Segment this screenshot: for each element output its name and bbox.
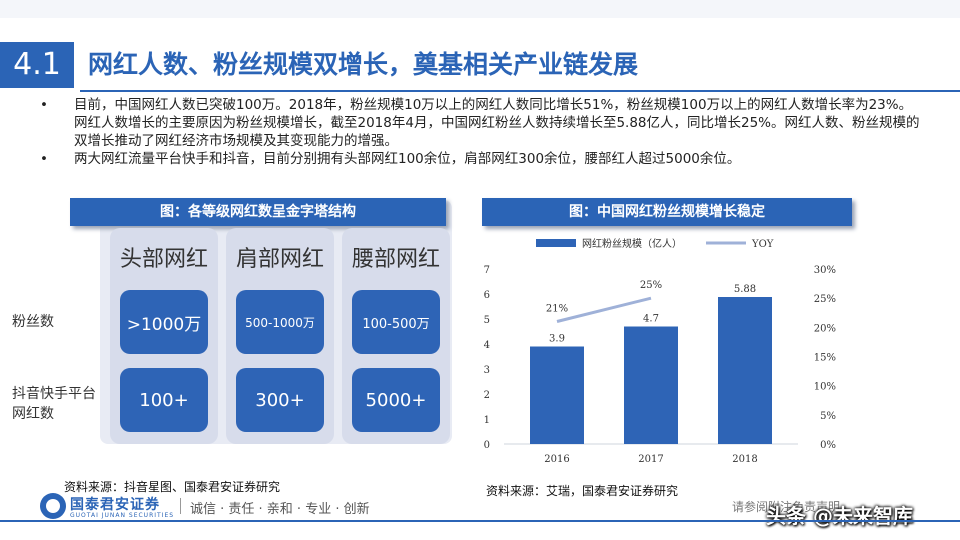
row-label-fans: 粉丝数 [12,314,54,330]
column-header: 腰部网红 [351,247,440,272]
yoy-line [556,296,652,323]
fans-cell: 100-500万 [352,290,440,354]
title-divider [80,90,960,92]
legend-line-label: YOY [751,239,774,250]
company-logo-icon [40,493,66,519]
bar [530,346,584,444]
bar-value-label: 4.7 [643,314,659,325]
pyramid-title: 图：各等级网红数呈金字塔结构 [70,198,446,226]
y2-tick-label: 5% [820,411,836,422]
chart-svg: 网红粉丝规模（亿人） YOY 0 1 2 3 4 5 6 7 0% 5% 10% 15% 20% 25% 30%… [484,237,836,465]
y-tick-label: 7 [484,265,490,276]
top-decoration [0,0,960,18]
count-cell: 5000+ [352,368,440,432]
chart-title: 图：中国网红粉丝规模增长稳定 [482,198,852,226]
bar [624,326,678,444]
bullet-text: 两大网红流量平台快手和抖音，目前分别拥有头部网红100余位，肩部网红300余位，… [74,151,741,167]
bar [718,297,772,444]
y2-tick-label: 10% [814,382,836,393]
slide-title: 网红人数、粉丝规模双增长，奠基相关产业链发展 [88,50,639,79]
footer-divider [0,520,960,522]
bar-value-label: 5.88 [734,284,756,295]
watermark: 头条 @未来智库 [766,504,913,528]
fans-cell: >1000万 [120,290,208,354]
y-tick-label: 3 [484,365,490,376]
bullet-dot: • [40,97,48,113]
chart-source: 资料来源：艾瑞，国泰君安证券研究 [486,484,679,498]
count-cell: 100+ [120,368,208,432]
y-tick-label: 1 [484,415,490,426]
column-header: 肩部网红 [235,247,324,272]
bullet-dot: • [40,151,48,167]
y2-tick-label: 30% [814,265,836,276]
bullet-text: 目前，中国网红人数已突破100万。2018年，粉丝规模10万以上的网红人数同比增… [74,97,920,149]
company-name: 国泰君安证券 [70,497,160,513]
y-tick-label: 4 [484,340,490,351]
bar-value-label: 3.9 [549,334,565,345]
x-tick-label: 2016 [544,454,569,465]
disclaimer-note: 请参阅附注免责声明 [732,500,841,514]
bullet-item: • 目前，中国网红人数已突破100万。2018年，粉丝规模10万以上的网红人数同… [40,96,920,150]
pyramid-source: 资料来源：抖音星图、国泰君安证券研究 [64,480,281,494]
y2-tick-label: 0% [820,440,836,451]
company-slogan: 诚信 · 责任 · 亲和 · 专业 · 创新 [190,502,370,517]
y-tick-label: 5 [484,315,490,326]
x-tick-label: 2018 [732,454,757,465]
y-tick-label: 6 [484,290,490,301]
column-header: 头部网红 [119,247,208,272]
y2-tick-label: 15% [814,353,836,364]
legend-bar-label: 网红粉丝规模（亿人） [582,237,682,250]
fans-cell: 500-1000万 [236,290,324,354]
row-label-platform-count: 抖音快手平台 网红数 [12,386,96,422]
bullet-item: • 两大网红流量平台快手和抖音，目前分别拥有头部网红100余位，肩部网红300余… [40,150,920,168]
footer-separator [180,498,181,514]
y-tick-label: 0 [484,440,490,451]
yoy-value-label: 25% [640,280,662,291]
legend-bar-swatch [536,239,576,247]
x-tick-label: 2017 [638,454,663,465]
count-cell: 300+ [236,368,324,432]
section-number: 4.1 [0,42,74,88]
bullet-list: • 目前，中国网红人数已突破100万。2018年，粉丝规模10万以上的网红人数同… [40,96,920,168]
y-tick-label: 2 [484,390,490,401]
fans-growth-chart: 网红粉丝规模（亿人） YOY 0 1 2 3 4 5 6 7 0% 5% 10% 15% 20% 25% 30%… [476,232,862,468]
y2-tick-label: 25% [814,294,836,305]
y2-tick-label: 20% [814,323,836,334]
company-name-en: GUOTAI JUNAN SECURITIES [70,512,175,519]
yoy-value-label: 21% [546,304,568,315]
